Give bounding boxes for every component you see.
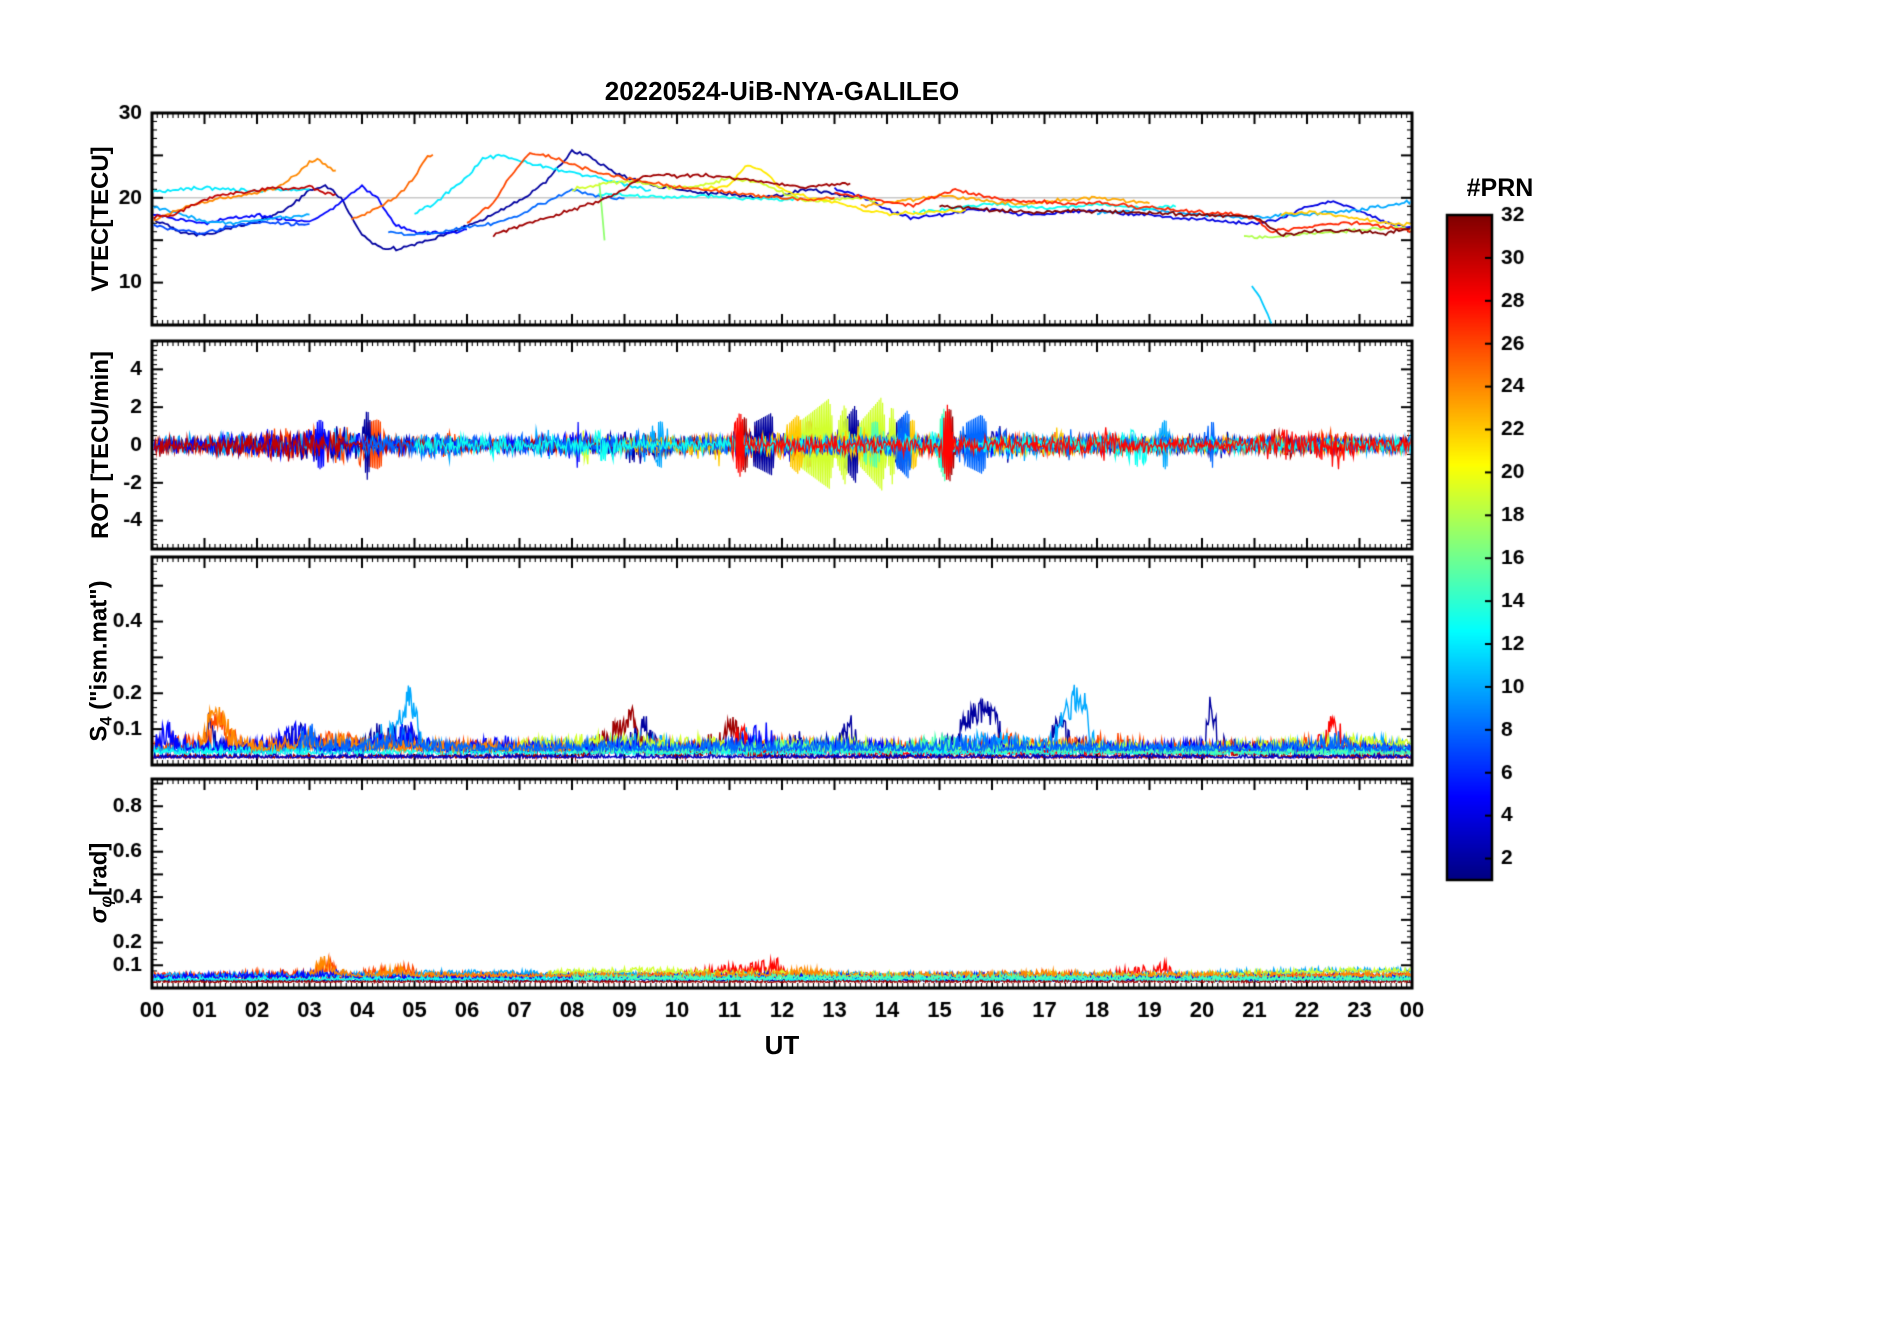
ylabel-segment: VTEC[TECU]	[87, 146, 114, 292]
ylabel-segment: 4	[97, 716, 116, 726]
chart-title: 20220524-UiB-NYA-GALILEO	[604, 76, 960, 106]
ylabel-segment: [rad]	[85, 842, 113, 896]
ylabel-segment: ROT [TECU/min]	[87, 351, 114, 539]
ylabel-segment: S	[85, 725, 113, 742]
ylabel-segment: ("ism.mat")	[85, 580, 113, 717]
ylabel-sigma-phi: σφ[rad]	[86, 843, 117, 924]
ylabel-segment: φ	[97, 895, 116, 908]
colorbar-label: #PRN	[1466, 174, 1534, 202]
ylabel-rot: ROT [TECU/min]	[87, 351, 115, 539]
xlabel-ut: UT	[764, 1030, 800, 1060]
ylabel-vtec: VTEC[TECU]	[87, 146, 115, 291]
ylabel-segment: σ	[85, 907, 113, 924]
ylabel-s4: S4 ("ism.mat")	[86, 580, 117, 741]
